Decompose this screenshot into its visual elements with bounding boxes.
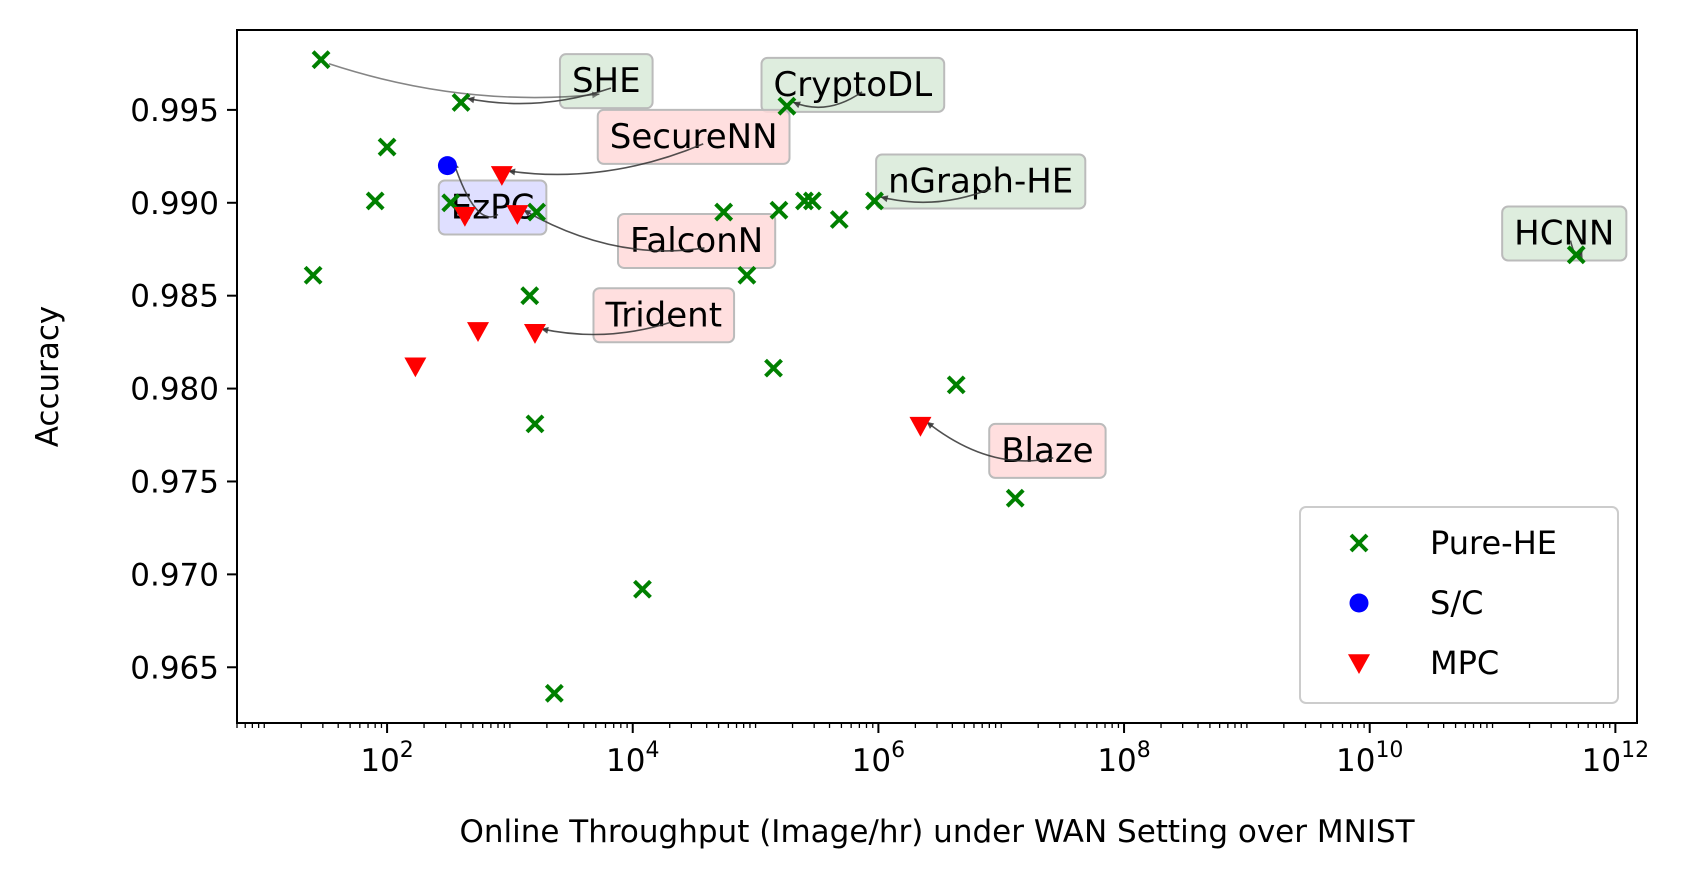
point-pure-he [451, 93, 471, 112]
annotation-box [875, 153, 1087, 210]
point-pure-he [525, 414, 545, 434]
point-pure-he [946, 375, 966, 395]
annotation: SecureNN [507, 108, 791, 176]
annotation-arrowhead [880, 195, 889, 203]
annotation-box [617, 212, 777, 269]
legend-marker-s-c [1349, 593, 1369, 613]
annotation-box [1501, 205, 1628, 262]
x-tick-label: 108 [1097, 738, 1150, 779]
point-pure-he [777, 96, 797, 116]
annotation-box [596, 108, 791, 165]
point-mpc [909, 416, 932, 437]
x-tick-label: 1012 [1582, 738, 1649, 779]
annotation-arrow [880, 187, 992, 204]
point-pure-he [769, 200, 789, 220]
annotation-arrow [328, 62, 600, 99]
axis-ticks-layer: 102 104 106 108 1010 1012 0.965 0.970 0.975 0.980… [130, 93, 1649, 779]
annotation-box [988, 422, 1107, 479]
x-tick-label: 106 [852, 738, 905, 779]
y-tick-label: 0.980 [130, 372, 219, 408]
y-axis-label: Accuracy [30, 306, 66, 448]
point-pure-he [802, 191, 822, 211]
point-pure-he [377, 137, 397, 157]
annotation-label: Trident [604, 295, 722, 335]
point-pure-he [544, 683, 564, 703]
legend-marker-mpc [1348, 654, 1370, 674]
annotation: HCNN [1501, 205, 1628, 262]
annotation: SHE [328, 53, 654, 110]
x-tick-label: 1010 [1336, 738, 1403, 779]
annotation-label: nGraph-HE [888, 161, 1073, 201]
point-pure-he [520, 286, 540, 306]
point-pure-he [737, 265, 757, 285]
annotation-arrow [540, 321, 672, 336]
point-pure-he [311, 50, 331, 70]
legend: Pure-HE S/C MPC [1299, 506, 1619, 704]
point-pure-he [764, 358, 783, 378]
point-pure-he [714, 202, 734, 222]
y-tick-label: 0.990 [130, 186, 219, 222]
point-pure-he [527, 202, 547, 222]
point-pure-he [829, 210, 849, 229]
point-pure-he [303, 265, 323, 285]
y-tick-label: 0.965 [130, 650, 219, 686]
annotation-label: CryptoDL [774, 65, 933, 105]
point-s-c [437, 156, 457, 176]
annotation: Blaze [925, 421, 1107, 479]
point-pure-he [633, 579, 652, 599]
annotation: CryptoDL [760, 56, 946, 113]
y-tick-label: 0.970 [130, 557, 219, 593]
annotation-arrowhead [591, 91, 600, 99]
point-mpc [506, 205, 529, 225]
point-pure-he [1566, 245, 1586, 265]
x-axis-label: Online Throughput (Image/hr) under WAN S… [459, 814, 1415, 850]
point-mpc [523, 324, 546, 344]
annotation: FalconN [522, 209, 777, 269]
x-tick-label: 102 [360, 738, 413, 779]
point-pure-he [365, 191, 385, 211]
annotation-arrowhead [507, 168, 516, 176]
x-tick-label: 104 [606, 738, 659, 779]
annotation-box [592, 287, 736, 344]
y-tick-label: 0.975 [130, 464, 219, 500]
annotation-label: SHE [572, 61, 641, 101]
annotation-arrow [452, 161, 499, 218]
point-mpc [467, 322, 490, 342]
annotation-arrowhead [926, 421, 935, 429]
annotation-arrowhead [467, 96, 475, 104]
annotation-label: HCNN [1514, 214, 1614, 254]
legend-label: MPC [1430, 644, 1499, 682]
legend-label: Pure-HE [1430, 524, 1557, 562]
annotation-arrow [522, 209, 705, 252]
y-tick-label: 0.995 [130, 93, 219, 129]
point-pure-he [1005, 488, 1025, 508]
annotation-arrow [925, 421, 1054, 462]
y-tick-label: 0.985 [130, 279, 219, 315]
annotation-arrowhead [523, 209, 532, 217]
point-mpc [453, 206, 476, 227]
annotation-box [558, 53, 654, 110]
annotation-arrow [507, 143, 704, 176]
point-mpc [404, 357, 427, 378]
point-mpc [490, 166, 513, 186]
annotation-label: FalconN [630, 221, 763, 261]
annotation: Trident [540, 287, 736, 344]
annotation-arrowhead [792, 101, 801, 109]
annotation-label: SecureNN [610, 117, 778, 157]
annotation-label: Blaze [1001, 431, 1093, 471]
point-pure-he [865, 191, 884, 211]
data-points-layer [303, 50, 1586, 703]
annotation-box [760, 56, 946, 113]
legend-marker-pure-he [1349, 533, 1369, 553]
annotation: nGraph-HE [875, 153, 1087, 210]
legend-label: S/C [1430, 584, 1483, 622]
legend-box [1299, 506, 1619, 704]
